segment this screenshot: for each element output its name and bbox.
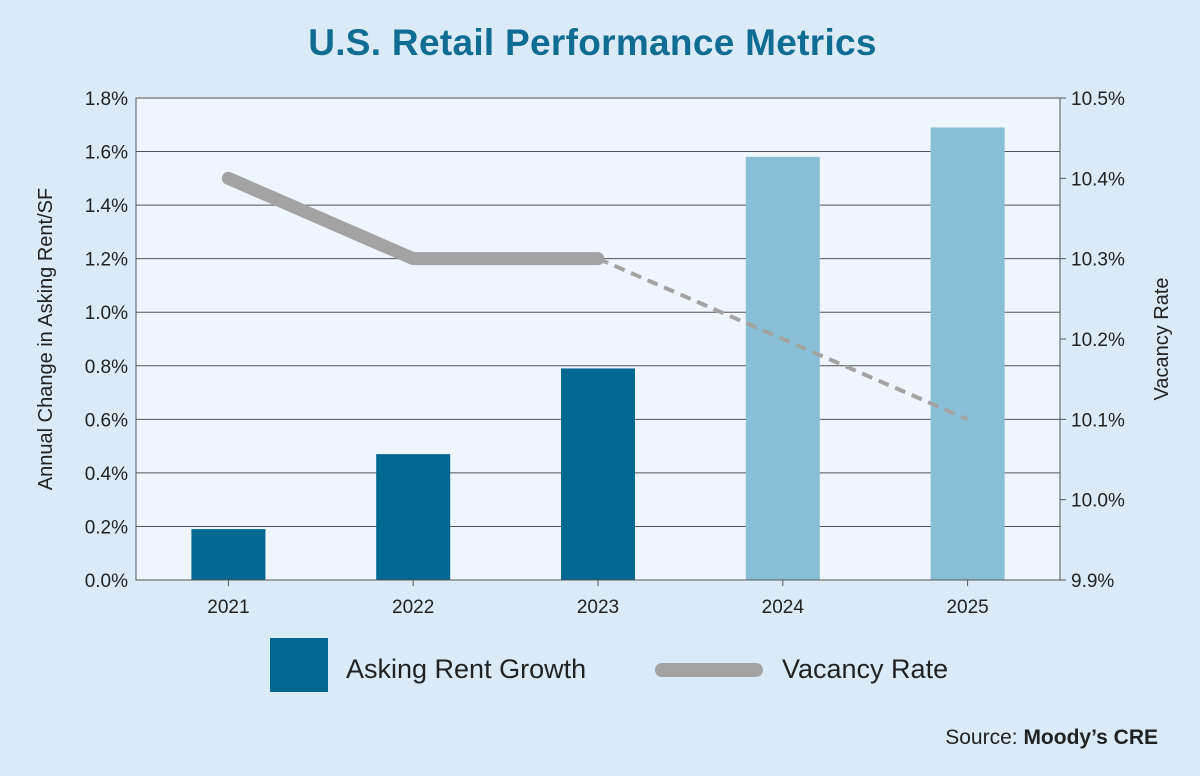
right-tick-label: 10.0% <box>1071 491 1125 512</box>
right-tick-label: 10.1% <box>1071 410 1125 431</box>
left-tick-label: 1.2% <box>85 250 128 271</box>
source-prefix: Source: <box>945 726 1018 749</box>
right-tick-label: 10.4% <box>1071 169 1125 190</box>
legend-label-vacancy: Vacancy Rate <box>782 654 948 684</box>
chart-title: U.S. Retail Performance Metrics <box>308 22 877 63</box>
x-axis-ticks: 2021 2022 2023 2024 2025 <box>207 580 989 618</box>
legend-swatch-asking-rent <box>270 638 328 692</box>
right-tick-label: 10.5% <box>1071 89 1125 110</box>
right-axis-ticks: 9.9% 10.0% 10.1% 10.2% 10.3% 10.4% 10.5% <box>1060 89 1125 592</box>
vacancy-line-forecast <box>597 256 969 422</box>
source-credit: Source: Moody’s CRE <box>945 726 1158 750</box>
right-tick-label: 10.3% <box>1071 250 1125 271</box>
left-tick-label: 1.0% <box>85 303 128 324</box>
vacancy-line <box>221 171 969 422</box>
left-tick-label: 1.6% <box>85 143 128 164</box>
left-axis-label: Annual Change in Asking Rent/SF <box>35 188 57 490</box>
vacancy-line-actual <box>221 171 605 266</box>
x-tick-label: 2021 <box>207 597 249 618</box>
right-tick-label: 10.2% <box>1071 330 1125 351</box>
bar-2021 <box>191 529 266 580</box>
left-tick-label: 0.6% <box>85 410 128 431</box>
bar-2024 <box>745 156 820 580</box>
left-tick-label: 0.8% <box>85 357 128 378</box>
left-tick-label: 0.4% <box>85 464 128 485</box>
left-axis-ticks: 0.0% 0.2% 0.4% 0.6% 0.8% 1.0% 1.2% 1.4% 1.6% 1.8% <box>85 89 128 592</box>
bar-2023 <box>561 368 635 580</box>
bar-2022 <box>376 454 451 580</box>
x-tick-label: 2022 <box>392 597 434 618</box>
bar-2025 <box>930 127 1005 580</box>
left-tick-label: 1.8% <box>85 89 128 110</box>
right-tick-label: 9.9% <box>1071 571 1114 592</box>
x-tick-label: 2025 <box>946 597 988 618</box>
left-tick-label: 0.2% <box>85 517 128 538</box>
left-tick-label: 1.4% <box>85 196 128 217</box>
source-name: Moody’s CRE <box>1023 726 1158 749</box>
x-tick-label: 2023 <box>577 597 619 618</box>
bars <box>191 127 1005 580</box>
x-tick-label: 2024 <box>762 597 805 618</box>
right-axis-label: Vacancy Rate <box>1151 277 1173 400</box>
legend: Asking Rent Growth Vacancy Rate <box>270 638 948 692</box>
left-tick-label: 0.0% <box>85 571 128 592</box>
legend-label-asking-rent: Asking Rent Growth <box>346 654 586 684</box>
